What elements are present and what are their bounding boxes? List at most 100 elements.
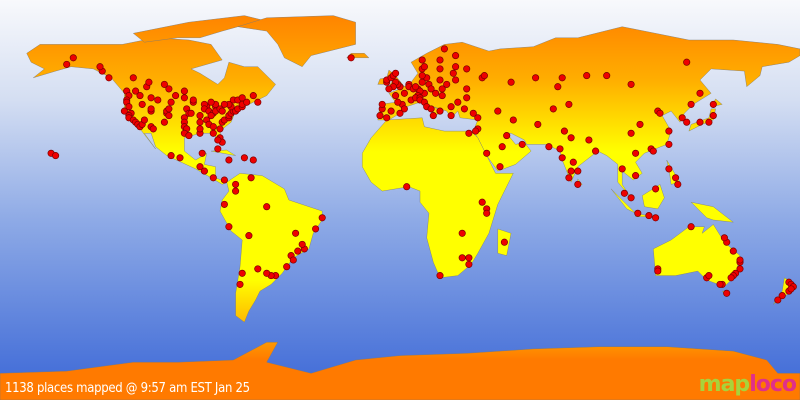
place-marker[interactable] — [165, 112, 173, 120]
place-marker[interactable] — [378, 100, 386, 108]
place-marker[interactable] — [436, 56, 444, 64]
place-marker[interactable] — [474, 114, 482, 122]
place-marker[interactable] — [558, 74, 566, 82]
place-marker[interactable] — [463, 85, 471, 93]
place-marker[interactable] — [483, 149, 491, 157]
place-marker[interactable] — [652, 185, 660, 193]
place-marker[interactable] — [412, 83, 420, 91]
place-marker[interactable] — [225, 223, 233, 231]
place-marker[interactable] — [585, 136, 593, 144]
place-marker[interactable] — [209, 174, 217, 182]
place-marker[interactable] — [494, 107, 502, 115]
place-marker[interactable] — [207, 112, 215, 120]
place-marker[interactable] — [436, 65, 444, 73]
place-marker[interactable] — [225, 156, 233, 164]
place-marker[interactable] — [125, 103, 133, 111]
place-marker[interactable] — [720, 234, 728, 242]
place-marker[interactable] — [627, 80, 635, 88]
place-marker[interactable] — [243, 98, 251, 106]
place-marker[interactable] — [463, 65, 471, 73]
place-marker[interactable] — [165, 85, 173, 93]
place-marker[interactable] — [592, 147, 600, 155]
place-marker[interactable] — [674, 180, 682, 188]
place-marker[interactable] — [172, 92, 180, 100]
place-marker[interactable] — [705, 118, 713, 126]
place-marker[interactable] — [449, 69, 457, 77]
place-marker[interactable] — [727, 274, 735, 282]
place-marker[interactable] — [454, 98, 462, 106]
place-marker[interactable] — [318, 214, 326, 222]
place-marker[interactable] — [220, 176, 228, 184]
place-marker[interactable] — [396, 109, 404, 117]
place-marker[interactable] — [545, 143, 553, 151]
place-marker[interactable] — [574, 180, 582, 188]
place-marker[interactable] — [436, 107, 444, 115]
place-marker[interactable] — [443, 80, 451, 88]
place-marker[interactable] — [196, 125, 204, 133]
place-marker[interactable] — [187, 109, 195, 117]
place-marker[interactable] — [560, 127, 568, 135]
place-marker[interactable] — [427, 85, 435, 93]
place-marker[interactable] — [392, 92, 400, 100]
place-marker[interactable] — [132, 87, 140, 95]
place-marker[interactable] — [603, 72, 611, 80]
place-marker[interactable] — [507, 78, 515, 86]
place-marker[interactable] — [147, 94, 155, 102]
place-marker[interactable] — [238, 94, 246, 102]
place-marker[interactable] — [438, 92, 446, 100]
place-marker[interactable] — [736, 265, 744, 273]
place-marker[interactable] — [436, 272, 444, 280]
place-marker[interactable] — [774, 296, 782, 304]
place-marker[interactable] — [232, 180, 240, 188]
place-marker[interactable] — [232, 187, 240, 195]
place-marker[interactable] — [400, 105, 408, 113]
place-marker[interactable] — [383, 114, 391, 122]
place-marker[interactable] — [418, 56, 426, 64]
place-marker[interactable] — [567, 167, 575, 175]
place-marker[interactable] — [294, 247, 302, 255]
place-marker[interactable] — [460, 105, 468, 113]
place-marker[interactable] — [196, 112, 204, 120]
place-marker[interactable] — [160, 80, 168, 88]
place-marker[interactable] — [683, 58, 691, 66]
place-marker[interactable] — [200, 167, 208, 175]
place-marker[interactable] — [503, 132, 511, 140]
place-marker[interactable] — [189, 96, 197, 104]
place-marker[interactable] — [778, 292, 786, 300]
place-marker[interactable] — [436, 76, 444, 84]
place-marker[interactable] — [129, 74, 137, 82]
place-marker[interactable] — [518, 140, 526, 148]
place-marker[interactable] — [312, 225, 320, 233]
place-marker[interactable] — [532, 74, 540, 82]
place-marker[interactable] — [236, 280, 244, 288]
place-marker[interactable] — [558, 154, 566, 162]
place-marker[interactable] — [554, 83, 562, 91]
place-marker[interactable] — [385, 85, 393, 93]
place-marker[interactable] — [618, 165, 626, 173]
place-marker[interactable] — [63, 60, 71, 68]
place-marker[interactable] — [185, 132, 193, 140]
place-marker[interactable] — [452, 63, 460, 71]
place-marker[interactable] — [154, 96, 162, 104]
place-marker[interactable] — [418, 72, 426, 80]
place-marker[interactable] — [729, 247, 737, 255]
place-marker[interactable] — [238, 269, 246, 277]
place-marker[interactable] — [696, 118, 704, 126]
place-marker[interactable] — [140, 116, 148, 124]
place-marker[interactable] — [472, 127, 480, 135]
place-marker[interactable] — [452, 52, 460, 60]
place-marker[interactable] — [478, 198, 486, 206]
place-marker[interactable] — [634, 209, 642, 217]
place-marker[interactable] — [216, 125, 224, 133]
place-marker[interactable] — [678, 114, 686, 122]
place-marker[interactable] — [736, 256, 744, 264]
place-marker[interactable] — [438, 85, 446, 93]
place-marker[interactable] — [196, 118, 204, 126]
place-marker[interactable] — [240, 154, 248, 162]
place-marker[interactable] — [207, 98, 215, 106]
place-marker[interactable] — [376, 112, 384, 120]
place-marker[interactable] — [447, 112, 455, 120]
place-marker[interactable] — [649, 147, 657, 155]
place-marker[interactable] — [432, 89, 440, 97]
place-marker[interactable] — [583, 72, 591, 80]
